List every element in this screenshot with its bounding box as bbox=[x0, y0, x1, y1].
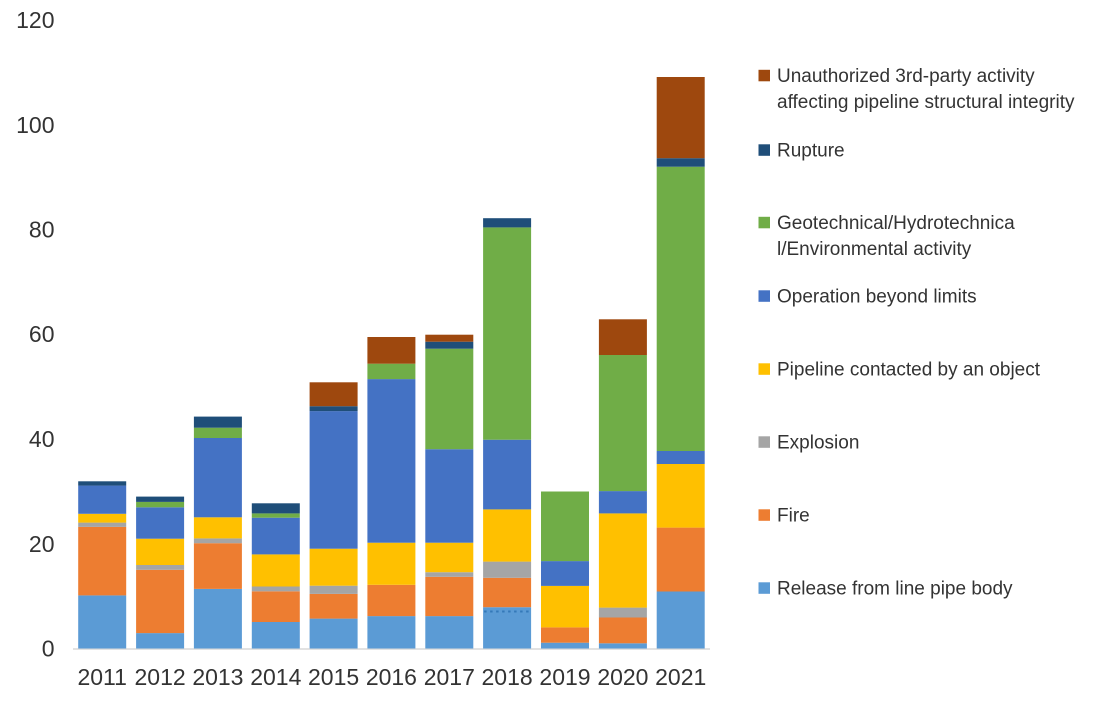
svg-text:2014: 2014 bbox=[250, 664, 301, 690]
svg-text:Pipeline contacted by an objec: Pipeline contacted by an object bbox=[777, 360, 1041, 381]
svg-text:2016: 2016 bbox=[366, 664, 417, 690]
svg-text:2018: 2018 bbox=[482, 664, 533, 690]
svg-text:80: 80 bbox=[29, 217, 55, 243]
svg-text:l/Environmental activity: l/Environmental activity bbox=[777, 239, 972, 260]
svg-text:2017: 2017 bbox=[424, 664, 475, 690]
svg-text:Rupture: Rupture bbox=[777, 141, 845, 162]
svg-text:Unauthorized 3rd-party activit: Unauthorized 3rd-party activity bbox=[777, 66, 1035, 87]
svg-text:0: 0 bbox=[42, 636, 55, 662]
svg-text:2021: 2021 bbox=[655, 664, 706, 690]
svg-text:100: 100 bbox=[16, 112, 54, 138]
svg-text:affecting pipeline structural: affecting pipeline structural integrity bbox=[777, 92, 1075, 113]
svg-text:Fire: Fire bbox=[777, 506, 810, 527]
svg-text:Release from line pipe body: Release from line pipe body bbox=[777, 579, 1013, 600]
svg-text:40: 40 bbox=[29, 426, 55, 452]
svg-text:20: 20 bbox=[29, 531, 55, 557]
svg-text:Geotechnical/Hydrotechnica: Geotechnical/Hydrotechnica bbox=[777, 213, 1015, 234]
svg-text:2013: 2013 bbox=[192, 664, 243, 690]
svg-text:2019: 2019 bbox=[539, 664, 590, 690]
svg-text:120: 120 bbox=[16, 7, 54, 33]
svg-text:Explosion: Explosion bbox=[777, 433, 859, 454]
svg-text:2012: 2012 bbox=[135, 664, 186, 690]
svg-text:2015: 2015 bbox=[308, 664, 359, 690]
svg-text:60: 60 bbox=[29, 321, 55, 347]
svg-text:2020: 2020 bbox=[597, 664, 648, 690]
svg-text:2011: 2011 bbox=[77, 664, 126, 690]
svg-text:Operation beyond limits: Operation beyond limits bbox=[777, 287, 977, 308]
